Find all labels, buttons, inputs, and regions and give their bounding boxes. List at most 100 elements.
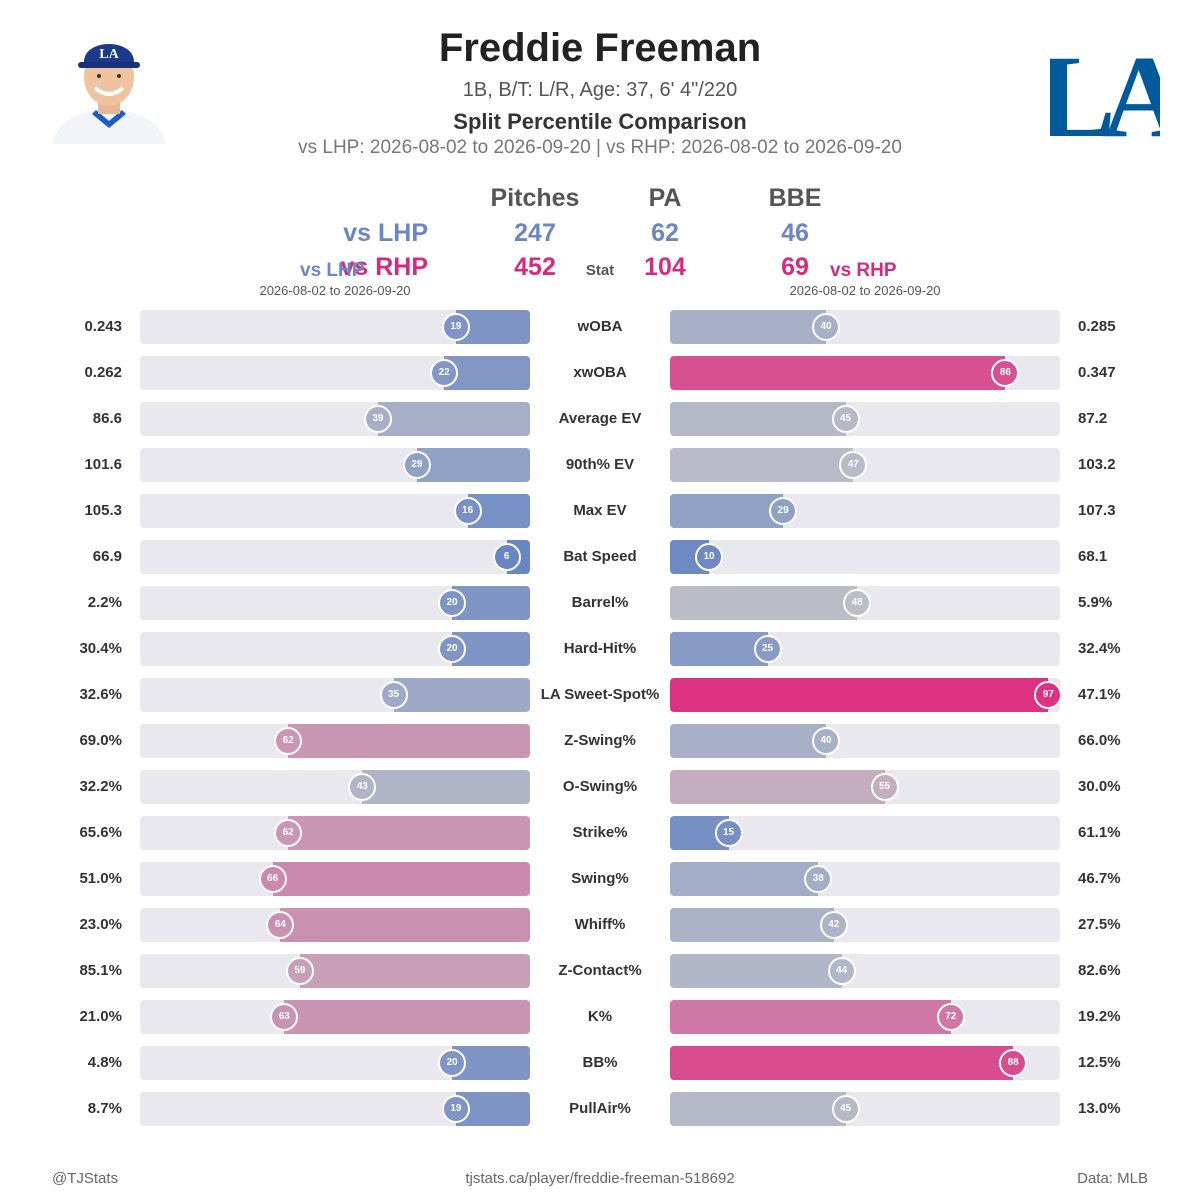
lhp-bar-track: 35: [140, 678, 530, 712]
lhp-percentile-marker: 62: [274, 819, 303, 847]
rhp-percentile-marker: 45: [831, 1095, 860, 1123]
bbe-header: BBE: [768, 184, 822, 212]
left-panel-dates: 2026-08-02 to 2026-09-20: [259, 283, 411, 298]
lhp-bar-track: 43: [140, 770, 530, 804]
rhp-bar-track: 40: [670, 724, 1060, 758]
rhp-bar: [670, 356, 1006, 390]
rhp-bar: [670, 678, 1049, 712]
lhp-bar: [377, 402, 530, 436]
lhp-stat-value: 65.6%: [79, 824, 122, 841]
lhp-stat-value: 8.7%: [87, 1100, 122, 1117]
lhp-bar-track: 6: [140, 540, 530, 574]
rhp-bar-track: 10: [670, 540, 1060, 574]
lhp-bar-track: 16: [140, 494, 530, 528]
lhp-bar: [444, 356, 530, 390]
rhp-bar: [670, 494, 784, 528]
lhp-percentile-marker: 64: [266, 911, 295, 939]
lhp-percentile-marker: 43: [348, 773, 377, 801]
rhp-stat-value: 13.0%: [1078, 1100, 1121, 1117]
stat-row: 65.6% 62 Strike% 15 61.1%: [0, 816, 1200, 850]
rhp-bar: [670, 448, 854, 482]
stat-label: Hard-Hit%: [563, 640, 637, 657]
summary-table: Pitches PA BBE vs LHP 247 62 46 vs RHP 4…: [0, 180, 1200, 300]
rhp-stat-value: 66.0%: [1078, 732, 1121, 749]
rhp-bar-track: 86: [670, 356, 1060, 390]
rhp-bar-track: 44: [670, 954, 1060, 988]
lhp-stat-value: 101.6: [84, 456, 122, 473]
rhp-percentile-marker: 25: [753, 635, 782, 663]
footer-source: Data: MLB: [1077, 1170, 1148, 1187]
rhp-percentile-marker: 45: [831, 405, 860, 433]
lhp-percentile-marker: 16: [453, 497, 482, 525]
lhp-stat-value: 30.4%: [79, 640, 122, 657]
rhp-stat-value: 103.2: [1078, 456, 1116, 473]
lhp-bar-track: 59: [140, 954, 530, 988]
stat-row: 21.0% 63 K% 72 19.2%: [0, 1000, 1200, 1034]
rhp-stat-value: 27.5%: [1078, 916, 1121, 933]
rhp-bar-track: 25: [670, 632, 1060, 666]
rhp-pitches: 452: [514, 253, 556, 281]
rhp-bar-track: 42: [670, 908, 1060, 942]
lhp-stat-value: 4.8%: [87, 1054, 122, 1071]
lhp-bar: [393, 678, 530, 712]
rhp-stat-value: 107.3: [1078, 502, 1116, 519]
stat-row: 69.0% 62 Z-Swing% 40 66.0%: [0, 724, 1200, 758]
lhp-percentile-marker: 39: [363, 405, 392, 433]
rhp-percentile-marker: 15: [714, 819, 743, 847]
lhp-pa: 62: [651, 219, 679, 247]
lhp-percentile-marker: 22: [430, 359, 459, 387]
rhp-bar: [670, 1046, 1014, 1080]
header: LA Freddie Freeman 1B, B/T: L/R, Age: 37…: [0, 0, 1200, 170]
rhp-stat-value: 46.7%: [1078, 870, 1121, 887]
stat-label: O-Swing%: [562, 778, 638, 795]
lhp-bar-track: 20: [140, 632, 530, 666]
team-logo: LA: [1050, 31, 1160, 148]
stat-label: Swing%: [571, 870, 629, 887]
rhp-percentile-marker: 47: [839, 451, 868, 479]
rhp-percentile-marker: 40: [812, 727, 840, 755]
stat-label: Z-Contact%: [558, 962, 642, 979]
rhp-bar-track: 97: [670, 678, 1063, 712]
stat-row: 85.1% 59 Z-Contact% 44 82.6%: [0, 954, 1200, 988]
stat-row: 32.2% 43 O-Swing% 55 30.0%: [0, 770, 1200, 804]
rhp-stat-value: 82.6%: [1078, 962, 1121, 979]
rhp-bar: [670, 402, 846, 436]
stat-label: Bat Speed: [563, 548, 637, 565]
lhp-bar-track: 64: [140, 908, 530, 942]
stat-row: 30.4% 20 Hard-Hit% 25 32.4%: [0, 632, 1200, 666]
lhp-stat-value: 23.0%: [79, 916, 122, 933]
rhp-bar-track: 55: [670, 770, 1060, 804]
player-name: Freddie Freeman: [438, 26, 762, 70]
stat-label: Max EV: [573, 502, 627, 519]
rhp-bbe: 69: [781, 253, 809, 281]
lhp-pitches: 247: [514, 219, 556, 247]
rhp-stat-value: 87.2: [1078, 410, 1108, 427]
rhp-stat-value: 0.347: [1078, 364, 1116, 381]
stat-row: 66.9 6 Bat Speed 10 68.1: [0, 540, 1200, 574]
rhp-percentile-marker: 44: [827, 957, 856, 985]
rhp-bar: [670, 954, 842, 988]
rhp-stat-value: 12.5%: [1078, 1054, 1121, 1071]
rhp-bar: [670, 770, 885, 804]
lhp-bar-track: 19: [140, 310, 530, 344]
right-panel-dates: 2026-08-02 to 2026-09-20: [789, 283, 941, 298]
rhp-bar: [670, 908, 834, 942]
stat-label: Strike%: [572, 824, 628, 841]
lhp-stat-value: 69.0%: [79, 732, 122, 749]
rhp-bar-track: 40: [670, 310, 1060, 344]
stat-row: 4.8% 20 BB% 88 12.5%: [0, 1046, 1200, 1080]
lhp-row-label: vs LHP: [343, 219, 428, 247]
stat-label: PullAir%: [569, 1100, 631, 1117]
stat-row: 0.262 22 xwOBA 86 0.347: [0, 356, 1200, 390]
rhp-percentile-marker: 29: [769, 497, 798, 525]
stat-row: 2.2% 20 Barrel% 48 5.9%: [0, 586, 1200, 620]
footer-url: tjstats.ca/player/freddie-freeman-518692: [465, 1170, 735, 1187]
lhp-bar: [299, 954, 530, 988]
lhp-percentile-marker: 63: [270, 1003, 299, 1031]
rhp-percentile-marker: 38: [804, 865, 833, 893]
rhp-bar-track: 15: [670, 816, 1060, 850]
chart-subtitle: Split Percentile Comparison: [453, 109, 747, 134]
rhp-stat-value: 61.1%: [1078, 824, 1121, 841]
rhp-percentile-marker: 72: [936, 1003, 965, 1031]
rhp-stat-value: 19.2%: [1078, 1008, 1121, 1025]
